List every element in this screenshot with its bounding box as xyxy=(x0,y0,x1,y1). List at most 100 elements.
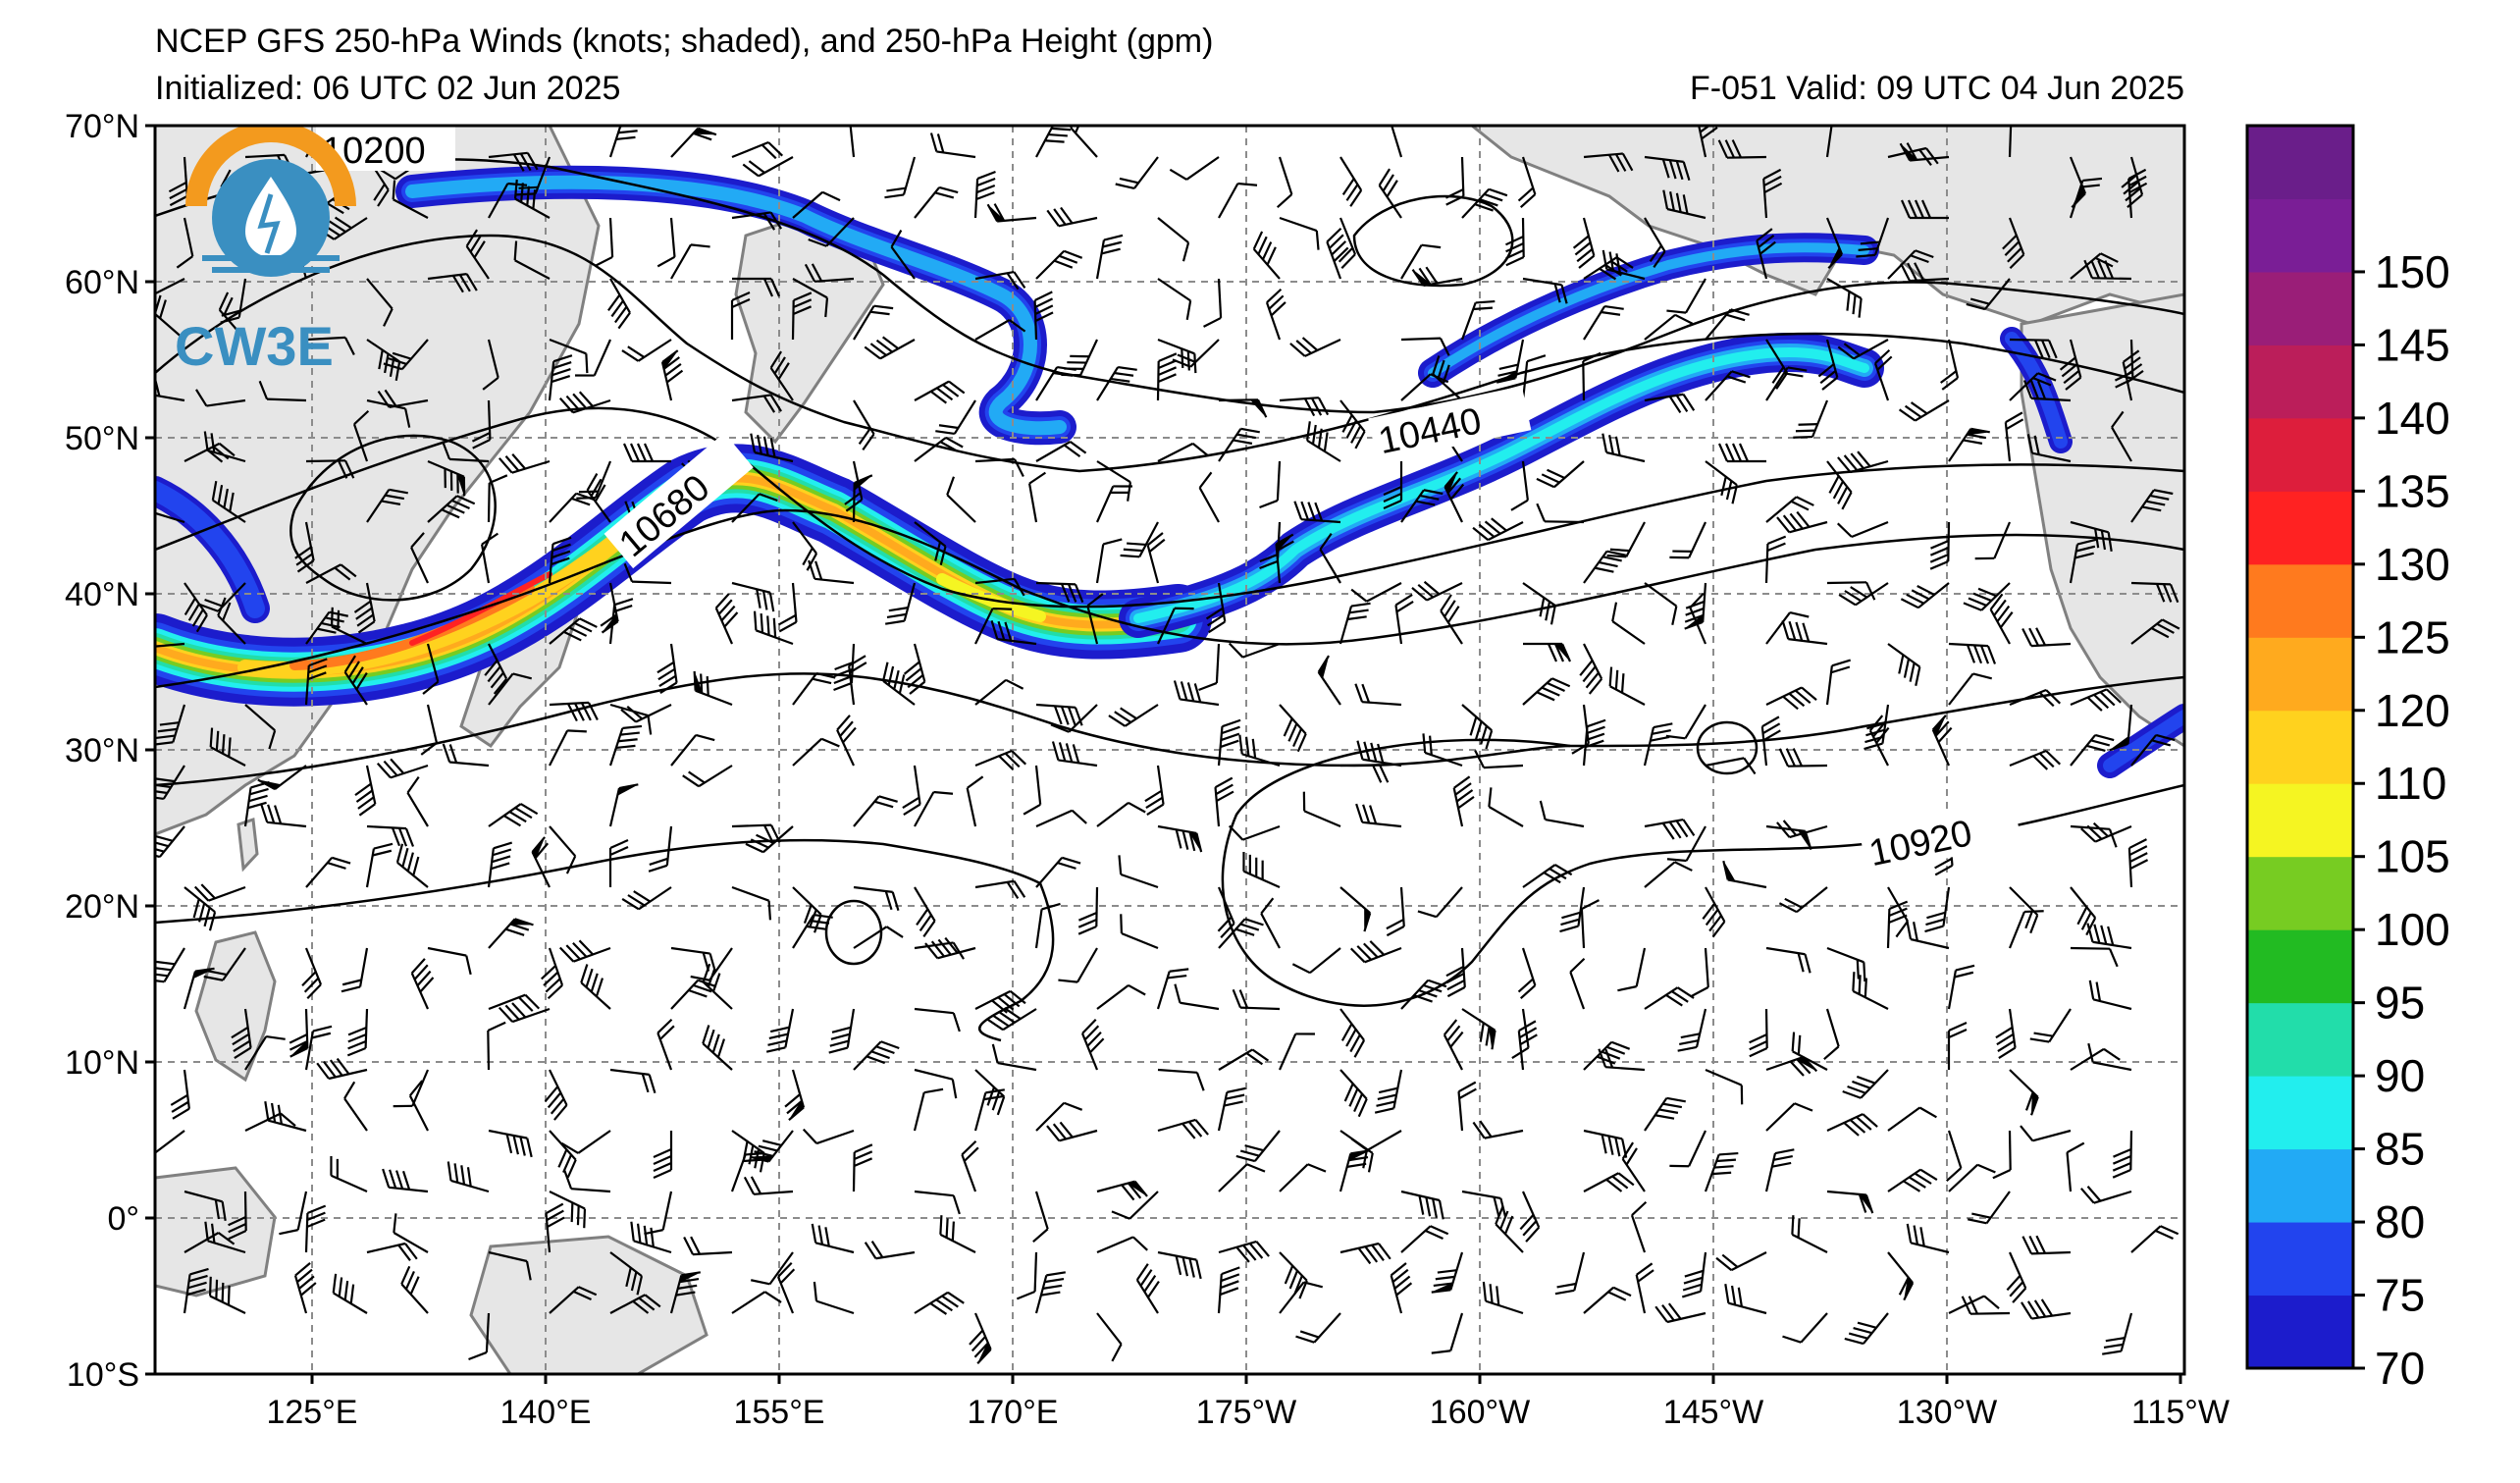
wind-barb xyxy=(1400,337,1450,356)
wind-barb xyxy=(2130,733,2176,767)
wind-barb xyxy=(974,270,1026,291)
wind-barb xyxy=(1157,1250,1202,1280)
jet-east-edge xyxy=(2097,704,2184,778)
colorbar-label: 90 xyxy=(2375,1050,2425,1101)
jet-alaska xyxy=(1418,233,1879,388)
wind-barb xyxy=(969,1312,992,1364)
wind-barb xyxy=(1644,393,1696,414)
wind-barb xyxy=(1035,1101,1083,1132)
wind-barb xyxy=(208,1276,246,1314)
logo-text: CW3E xyxy=(175,315,334,377)
wind-barb xyxy=(890,230,916,280)
wind-barb xyxy=(1931,715,1953,767)
wind-barb xyxy=(1046,206,1098,228)
wind-barb xyxy=(488,993,541,1012)
wind-barb xyxy=(441,441,490,463)
wind-barb xyxy=(580,964,611,1010)
wind-barb xyxy=(1644,582,1678,626)
wind-barb xyxy=(316,1057,368,1081)
wind-barb xyxy=(1536,460,1585,489)
lon-tick-label: 145°W xyxy=(1663,1394,1763,1431)
wind-barb xyxy=(260,803,307,828)
wind-barb xyxy=(1339,602,1371,645)
wind-barb xyxy=(2111,410,2132,462)
wind-barb xyxy=(693,670,733,707)
wind-barb xyxy=(1583,1286,1632,1314)
wind-barb xyxy=(1837,450,1889,474)
wind-barb xyxy=(1522,277,1568,304)
wind-barb xyxy=(376,758,429,779)
wind-barb xyxy=(1474,750,1524,769)
taiwan-land xyxy=(236,817,259,873)
wind-barb xyxy=(1929,521,1951,570)
wind-barb xyxy=(1495,1205,1524,1253)
wind-barb xyxy=(513,240,551,280)
wind-barb xyxy=(294,521,315,573)
wind-barb xyxy=(1472,1120,1524,1139)
wind-barb xyxy=(1749,1008,1768,1058)
wind-barb xyxy=(1354,683,1402,707)
wind-barb xyxy=(304,1204,327,1253)
wind-barb xyxy=(1940,339,1960,391)
wind-barb xyxy=(1823,1008,1840,1060)
wind-barb xyxy=(1070,126,1098,158)
contour-line xyxy=(1696,720,1759,775)
wind-barb xyxy=(1887,1106,1937,1132)
wind-barb xyxy=(480,532,499,584)
jet-canada xyxy=(2000,327,2073,453)
wind-barb xyxy=(1319,532,1341,584)
wind-barb xyxy=(1608,666,1646,706)
wind-barb xyxy=(792,737,840,767)
wind-barb xyxy=(833,643,856,692)
jet-aleutian xyxy=(1119,333,1884,638)
wind-barb xyxy=(465,229,490,280)
wind-barb xyxy=(1058,947,1098,983)
wind-barb xyxy=(330,1156,368,1193)
wind-barb xyxy=(1644,1096,1686,1132)
wind-barb xyxy=(279,1191,308,1236)
wind-barb xyxy=(1279,1281,1324,1314)
wind-barb xyxy=(1791,1215,1828,1253)
wind-barb xyxy=(853,885,900,912)
wind-barb xyxy=(974,1069,1006,1116)
colorbar-segment xyxy=(2247,783,2353,858)
wind-barb xyxy=(1559,886,1586,933)
wind-barb xyxy=(2102,1312,2133,1355)
wind-barb xyxy=(750,433,794,463)
wind-barb xyxy=(1583,152,1634,173)
wind-barb xyxy=(961,1139,979,1192)
wind-barb xyxy=(382,1168,429,1193)
wind-barb xyxy=(487,841,513,888)
wind-barb xyxy=(176,217,194,269)
wind-barb xyxy=(1173,680,1220,707)
lat-tick-label: 10°S xyxy=(67,1356,139,1394)
wind-barb xyxy=(622,443,671,463)
wind-barb xyxy=(209,727,246,767)
wind-barb xyxy=(366,1242,418,1261)
wind-barb xyxy=(769,350,794,401)
wind-barb xyxy=(217,597,246,645)
wind-barb xyxy=(422,643,440,695)
wind-barb xyxy=(304,1025,333,1071)
wind-barb xyxy=(731,885,772,921)
wind-barb xyxy=(714,593,739,645)
wind-barb xyxy=(1764,1148,1795,1192)
wind-barb xyxy=(1035,856,1081,888)
wind-barb xyxy=(1948,427,1990,462)
wind-barb xyxy=(656,643,678,694)
wind-barb xyxy=(1852,972,1889,1010)
wind-barb xyxy=(811,1223,855,1254)
wind-barb xyxy=(1289,337,1341,357)
wind-barb xyxy=(792,671,836,706)
wind-barb xyxy=(914,1291,965,1315)
wind-barb xyxy=(914,1190,961,1215)
wind-barb xyxy=(395,843,429,888)
wind-barb xyxy=(1601,433,1646,463)
wind-barb xyxy=(1339,764,1390,783)
wind-barb xyxy=(2069,538,2097,584)
wind-barb xyxy=(1621,1141,1646,1192)
wind-barb xyxy=(1635,1262,1654,1314)
wind-barb xyxy=(1205,582,1227,634)
wind-barb xyxy=(974,457,1024,477)
wind-barb xyxy=(513,179,551,219)
